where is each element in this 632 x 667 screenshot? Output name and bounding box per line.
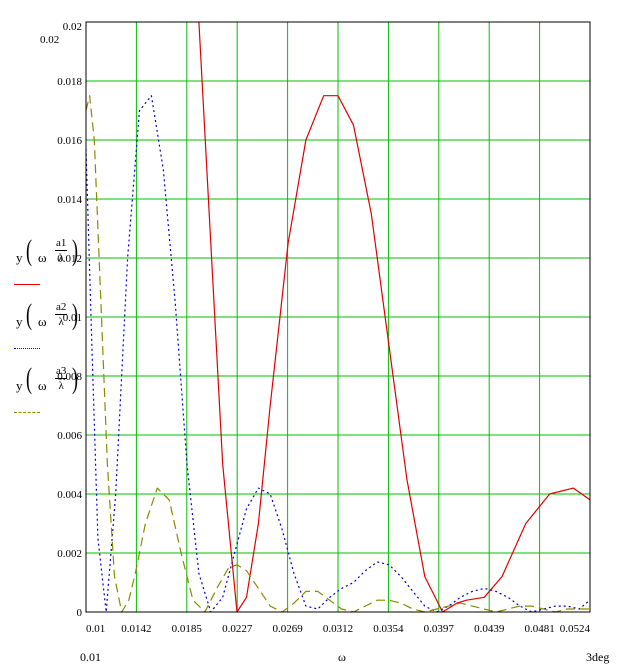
series-line-1 xyxy=(198,22,590,612)
legend-entry-1: y( ω a1 λ) xyxy=(8,232,78,292)
y-tick-label-2: 0.004 xyxy=(57,489,82,501)
x-tick-label-2: 0.0185 xyxy=(172,623,203,635)
legend-paren-close: ) xyxy=(72,234,78,267)
legend-swatch-2 xyxy=(14,348,40,349)
y-tick-label-1: 0.002 xyxy=(57,548,82,560)
x-tick-label-10: 0.0524 xyxy=(560,623,591,635)
legend-paren-open: ( xyxy=(26,298,32,331)
x-tick-label-5: 0.0312 xyxy=(323,623,353,635)
legend-arg: ω xyxy=(38,378,47,393)
legend-arg: ω xyxy=(38,250,47,265)
plot-frame xyxy=(85,21,591,613)
x-tick-label-9: 0.0481 xyxy=(524,623,554,635)
legend-func: y xyxy=(16,314,23,329)
x-range-min-label: 0.01 xyxy=(80,650,101,664)
y-tick-label-4: 0.008 xyxy=(57,371,82,383)
legend-fraction: a1 λ xyxy=(55,236,68,265)
legend-numerator: a3 xyxy=(55,365,68,379)
x-tick-label-0: 0.01 xyxy=(86,623,105,635)
x-tick-label-7: 0.0397 xyxy=(424,623,455,635)
legend-fraction: a3 λ xyxy=(55,364,68,393)
legend-paren-open: ( xyxy=(26,234,32,267)
y-tick-label-0: 0 xyxy=(77,607,83,619)
y-max-outside-label: 0.02 xyxy=(40,34,60,46)
y-tick-label-8: 0.016 xyxy=(57,135,82,147)
tick-labels: 0.01 0.0142 0.0185 0.0227 0.0269 0.0312 0.0354… xyxy=(57,21,590,635)
legend-numerator: a1 xyxy=(55,237,68,251)
y-tick-label-5: 0.01 xyxy=(63,312,82,324)
legend-func: y xyxy=(16,378,23,393)
series-line-2 xyxy=(86,95,590,612)
legend-denominator: λ xyxy=(58,380,64,392)
legend-denominator: λ xyxy=(58,316,64,328)
y-tick-label-9: 0.018 xyxy=(57,76,82,88)
x-tick-label-1: 0.0142 xyxy=(121,623,151,635)
x-tick-label-6: 0.0354 xyxy=(373,623,404,635)
legend-numerator: a2 xyxy=(55,301,68,315)
grid xyxy=(86,22,590,612)
legend-entry-2: y( ω a2 λ) xyxy=(8,296,78,356)
legend-paren-close: ) xyxy=(72,362,78,395)
legend-swatch-3 xyxy=(14,412,40,413)
legend-entry-3: y( ω a3 λ) xyxy=(8,360,78,420)
y-tick-label-6: 0.012 xyxy=(57,253,82,265)
legend-arg: ω xyxy=(38,314,47,329)
x-tick-label-8: 0.0439 xyxy=(474,623,505,635)
legend-fraction: a2 λ xyxy=(55,300,68,329)
y-tick-label-10: 0.02 xyxy=(63,21,82,33)
x-range-max-label: 3deg xyxy=(586,650,610,664)
y-tick-label-7: 0.014 xyxy=(57,194,82,206)
legend-paren-open: ( xyxy=(26,362,32,395)
x-axis-label: ω xyxy=(338,650,346,664)
y-tick-label-3: 0.006 xyxy=(57,430,82,442)
legend-denominator: λ xyxy=(58,252,64,264)
legend-func: y xyxy=(16,250,23,265)
legend-swatch-1 xyxy=(14,284,40,285)
legend-paren-close: ) xyxy=(72,298,78,331)
x-tick-label-3: 0.0227 xyxy=(222,623,253,635)
x-tick-label-4: 0.0269 xyxy=(272,623,303,635)
